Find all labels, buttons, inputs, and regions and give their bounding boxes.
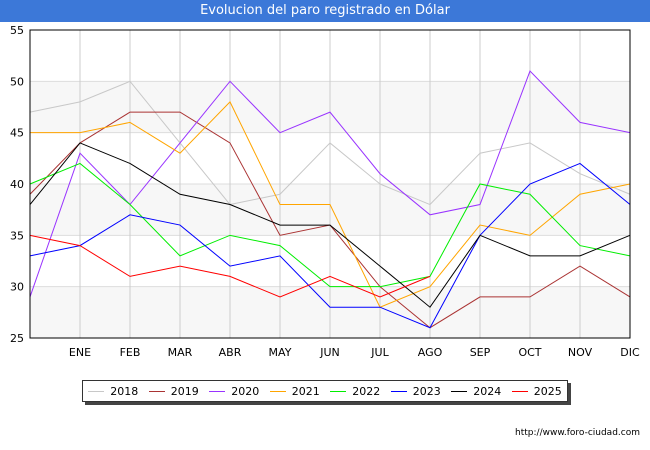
legend-swatch [148, 390, 165, 392]
series-line-2023 [29, 162, 631, 329]
legend-swatch [451, 390, 468, 392]
legend-label: 2022 [352, 384, 381, 398]
legend-item-2022: 2022 [330, 385, 380, 398]
legend-swatch [330, 390, 347, 392]
chart-title: Evolucion del paro registrado en Dólar [0, 0, 650, 22]
legend-label: 2021 [291, 384, 320, 398]
y-tick-label: 25 [10, 332, 24, 345]
x-tick-label: ENE [69, 346, 91, 359]
y-tick-label: 30 [10, 281, 24, 294]
x-tick-label: DIC [620, 346, 640, 359]
legend-label: 2020 [231, 384, 260, 398]
y-tick-label: 50 [10, 75, 24, 88]
y-tick-label: 55 [10, 24, 24, 37]
series-line-2025 [29, 234, 431, 298]
x-tick-label: JUN [319, 346, 340, 359]
legend-label: 2019 [170, 384, 199, 398]
x-tick-label: MAY [269, 346, 292, 359]
legend-item-2024: 2024 [451, 385, 501, 398]
legend-label: 2018 [110, 384, 139, 398]
x-tick-label: AGO [418, 346, 443, 359]
x-tick-label: ABR [219, 346, 242, 359]
series-line-2021 [30, 101, 631, 308]
plot-border [29, 29, 631, 339]
x-tick-label: NOV [568, 346, 593, 359]
legend-item-2019: 2019 [148, 384, 199, 398]
legend-item-2018: 2018 [88, 385, 138, 398]
legend-swatch [269, 390, 286, 392]
x-tick-label: MAR [168, 346, 193, 359]
y-tick-label: 35 [10, 229, 24, 242]
y-tick-label: 40 [10, 178, 24, 191]
series-line-2022 [29, 162, 631, 288]
legend-swatch [209, 390, 226, 392]
x-tick-label: OCT [518, 346, 541, 359]
legend-swatch [88, 390, 105, 392]
legend-label: 2024 [473, 384, 502, 398]
legend-item-2023: 2023 [390, 384, 441, 398]
legend-swatch [511, 390, 528, 392]
x-tick-label: FEB [120, 346, 141, 359]
x-tick-label: JUL [370, 346, 389, 359]
legend-item-2021: 2021 [269, 384, 320, 398]
legend: 2018 2019 2020 2021 2022 2023 2024 2025 [82, 380, 568, 402]
legend-item-2025: 2025 [511, 384, 562, 398]
legend-item-2020: 2020 [209, 385, 259, 398]
series-line-2018 [29, 80, 631, 206]
y-tick-label: 45 [10, 127, 24, 140]
legend-swatch [390, 390, 407, 392]
series-line-2024 [29, 142, 631, 308]
legend-label: 2025 [533, 384, 562, 398]
legend-label: 2023 [412, 384, 441, 398]
x-tick-label: SEP [470, 346, 491, 359]
source-url: http://www.foro-ciudad.com [515, 428, 640, 438]
